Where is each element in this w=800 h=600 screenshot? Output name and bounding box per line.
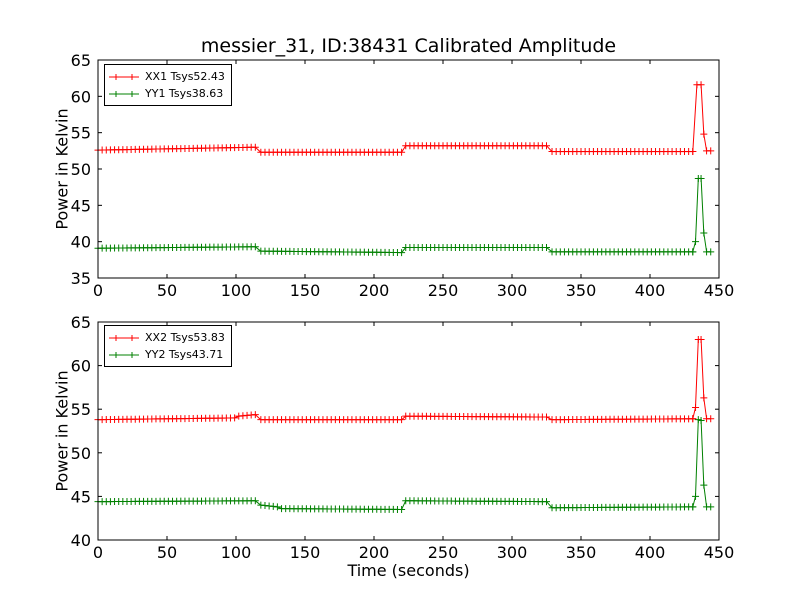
data-point-marker: [707, 147, 715, 155]
y-tick-label: 65: [71, 51, 91, 70]
series-line-0-1: [98, 177, 711, 254]
y-tick-label: 50: [71, 160, 91, 179]
x-tick-label: 450: [704, 543, 735, 562]
y-tick-label: 45: [71, 196, 91, 215]
x-tick-label: 400: [635, 281, 666, 300]
y-tick-label: 40: [71, 233, 91, 252]
series-markers-1-0: [94, 335, 715, 424]
series-line-1-1: [98, 419, 711, 511]
y-tick-label: 40: [71, 531, 91, 550]
data-point-marker: [707, 503, 715, 511]
data-point-marker: [692, 403, 700, 411]
x-tick-label: 350: [566, 281, 597, 300]
legend-swatch-yy1: [109, 90, 139, 97]
data-point-marker: [251, 411, 259, 419]
data-point-marker: [251, 143, 259, 151]
data-point-marker: [251, 497, 259, 505]
series-markers-0-1: [94, 174, 715, 257]
x-tick-label: 100: [221, 543, 252, 562]
data-point-marker: [697, 174, 705, 182]
data-point-marker: [697, 81, 705, 89]
legend-label-xx1: XX1 Tsys52.43: [145, 70, 225, 83]
x-tick-label: 200: [359, 543, 390, 562]
data-point-marker: [700, 229, 708, 237]
data-point-marker: [273, 503, 281, 511]
y-tick-label: 55: [71, 400, 91, 419]
legend-label-yy1: YY1 Tsys38.63: [145, 87, 224, 100]
legend-swatch-xx2: [109, 334, 139, 341]
data-point-marker: [700, 394, 708, 402]
data-point-marker: [697, 417, 705, 425]
x-tick-label: 200: [359, 281, 390, 300]
data-point-marker: [543, 498, 550, 506]
x-tick-label: 250: [428, 543, 459, 562]
top-legend: XX1 Tsys52.43 YY1 Tsys38.63: [104, 64, 232, 106]
data-point-marker: [700, 130, 708, 138]
x-tick-label: 50: [157, 281, 177, 300]
legend-entry-xx1: XX1 Tsys52.43: [109, 68, 225, 85]
data-point-marker: [697, 335, 705, 343]
data-point-marker: [543, 243, 550, 251]
data-point-marker: [707, 248, 715, 256]
bottom-plot: 0 50 100 150 200 250 300 350 400 450 40 45 50 55 60 65: [71, 313, 735, 562]
top-plot: 0 50 100 150 200 250 300 350 400 450 35 40 45 50 55 60 6…: [71, 51, 735, 300]
data-point-marker: [689, 248, 697, 256]
data-point-marker: [251, 243, 259, 251]
data-point-marker: [692, 492, 700, 500]
data-point-marker: [689, 415, 697, 423]
y-tick-label: 60: [71, 357, 91, 376]
data-point-marker: [398, 148, 406, 156]
x-axis-label: Time (seconds): [347, 561, 470, 580]
legend-label-xx2: XX2 Tsys53.83: [145, 331, 225, 344]
x-tick-label: 450: [704, 281, 735, 300]
data-point-marker: [543, 142, 550, 150]
y-tick-label: 35: [71, 269, 91, 288]
y-tick-label: 65: [71, 313, 91, 332]
data-point-marker: [231, 414, 239, 422]
legend-swatch-yy2: [109, 351, 139, 358]
bottom-legend: XX2 Tsys53.83 YY2 Tsys43.71: [104, 325, 232, 367]
x-tick-label: 250: [428, 281, 459, 300]
x-tick-label: 150: [290, 281, 321, 300]
x-tick-label: 0: [93, 281, 103, 300]
bottom-y-axis-label: Power in Kelvin: [52, 370, 72, 492]
data-point-marker: [700, 481, 708, 489]
y-tick-label: 55: [71, 124, 91, 143]
data-point-marker: [689, 148, 697, 156]
series-markers-1-1: [94, 416, 715, 513]
data-point-marker: [398, 249, 406, 257]
data-point-marker: [398, 416, 406, 424]
x-tick-label: 150: [290, 543, 321, 562]
legend-entry-yy2: YY2 Tsys43.71: [109, 346, 225, 363]
series-markers-0-0: [94, 81, 715, 156]
x-tick-label: 300: [497, 281, 528, 300]
x-tick-label: 50: [157, 543, 177, 562]
y-tick-label: 60: [71, 87, 91, 106]
data-point-marker: [707, 415, 715, 423]
legend-entry-xx2: XX2 Tsys53.83: [109, 329, 225, 346]
x-tick-label: 0: [93, 543, 103, 562]
data-point-marker: [543, 413, 550, 421]
data-point-marker: [692, 238, 700, 246]
legend-entry-yy1: YY1 Tsys38.63: [109, 85, 225, 102]
y-tick-label: 45: [71, 487, 91, 506]
x-tick-label: 300: [497, 543, 528, 562]
top-y-axis-label: Power in Kelvin: [52, 108, 72, 230]
x-tick-label: 100: [221, 281, 252, 300]
data-point-marker: [398, 505, 406, 513]
y-tick-label: 50: [71, 444, 91, 463]
x-tick-label: 350: [566, 543, 597, 562]
legend-label-yy2: YY2 Tsys43.71: [145, 348, 224, 361]
legend-swatch-xx1: [109, 73, 139, 80]
chart-title: messier_31, ID:38431 Calibrated Amplitud…: [200, 35, 617, 57]
data-point-marker: [689, 503, 697, 511]
plot-frame: [97, 321, 720, 541]
x-tick-label: 400: [635, 543, 666, 562]
